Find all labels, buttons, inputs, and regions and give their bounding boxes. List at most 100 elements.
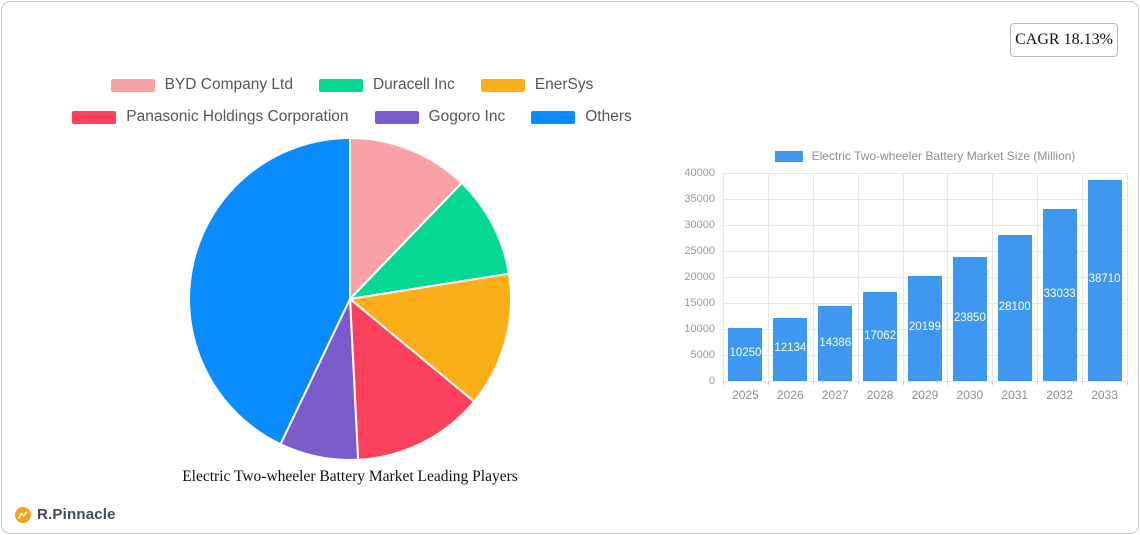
gridline-horizontal [723, 225, 1127, 226]
y-tick-label: 20000 [684, 271, 715, 283]
x-tick-mark [902, 381, 904, 385]
legend-label: Others [585, 108, 632, 125]
legend-label: Duracell Inc [372, 76, 455, 93]
y-tick-label: 15000 [684, 297, 715, 309]
y-tick-label: 0 [708, 375, 715, 387]
y-tick-label: 30000 [684, 219, 715, 231]
x-tick-mark [1082, 381, 1084, 385]
y-tick-label: 10000 [684, 323, 715, 335]
y-tick-label: 25000 [684, 245, 715, 257]
pie-legend-row: BYD Company Ltd Duracell Inc EnerSys [30, 76, 674, 94]
legend-swatch [72, 110, 117, 124]
bar-legend-swatch [774, 150, 803, 162]
bar-2027[interactable]: 14386 [818, 306, 853, 381]
x-tick-label: 2032 [1046, 388, 1073, 402]
gridline-vertical [1127, 173, 1128, 381]
x-tick-label: 2028 [866, 388, 894, 402]
bar-value-label: 12134 [774, 342, 807, 355]
pie-slice-duracell-inc[interactable] [349, 182, 510, 300]
x-tick-mark [947, 381, 949, 385]
bar-2031[interactable]: 28100 [997, 234, 1032, 381]
bar-2029[interactable]: 20199 [908, 275, 942, 381]
pinnacle-logo-icon [15, 506, 31, 523]
bar-value-label: 33033 [1043, 288, 1076, 301]
bar-value-label: 38710 [1088, 273, 1121, 286]
gridline-vertical [902, 173, 904, 381]
x-tick-label: 2033 [1091, 388, 1118, 402]
bar-chart-y-axis: 0 5000 10000 15000 20000 25000 30000 35000 40000 [655, 167, 715, 387]
legend-item-others[interactable]: Others [531, 108, 632, 126]
x-tick-label: 2030 [956, 388, 984, 402]
x-tick-mark [992, 381, 994, 385]
x-tick-label: 2027 [821, 388, 849, 402]
bar-2030[interactable]: 23850 [952, 256, 987, 381]
pie-title: Electric Two-wheeler Battery Market Lead… [182, 468, 518, 485]
gridline-vertical [1082, 173, 1084, 381]
legend-label: EnerSys [534, 76, 594, 93]
brand-logo: R.Pinnacle [15, 506, 116, 523]
x-tick-mark [1127, 381, 1128, 385]
pie-slice-panasonic-holdings-corporation[interactable] [349, 298, 476, 461]
bar-chart-plot-area: 10250 12134 14386 17062 20199 23850 28100 33033… [723, 173, 1128, 385]
bar-2032[interactable]: 33033 [1042, 209, 1077, 381]
logo-text: R.Pinnacle [37, 506, 116, 523]
gridline-vertical [992, 173, 994, 381]
bar-value-label: 14386 [819, 336, 852, 349]
legend-swatch [318, 78, 363, 92]
gridline-vertical [857, 173, 859, 381]
legend-swatch [480, 78, 525, 92]
legend-swatch [374, 110, 419, 124]
y-tick-label: 5000 [690, 349, 715, 361]
bar-2026[interactable]: 12134 [773, 317, 808, 381]
y-tick-label: 35000 [684, 193, 715, 205]
legend-item-gogoro-inc[interactable]: Gogoro Inc [374, 108, 506, 126]
cagr-badge: CAGR 18.13% [1010, 23, 1118, 57]
bar-value-label: 10250 [729, 347, 762, 360]
bar-legend-label: Electric Two-wheeler Battery Market Size… [811, 149, 1076, 163]
bar-2028[interactable]: 17062 [863, 292, 898, 381]
x-tick-label: 2029 [911, 388, 939, 402]
bar-value-label: 28100 [998, 300, 1031, 313]
legend-item-duracell-inc[interactable]: Duracell Inc [318, 76, 455, 94]
gridline-vertical [947, 173, 949, 381]
gridline-horizontal [723, 199, 1127, 200]
pie-chart [188, 137, 512, 461]
gridline-vertical [767, 173, 769, 381]
x-tick-mark [812, 381, 814, 385]
x-tick-mark [767, 381, 769, 385]
legend-swatch [110, 78, 155, 92]
bar-chart-x-axis: 2025 2026 2027 2028 2029 2030 2031 2032 2033 [723, 388, 1127, 404]
pie-legend: BYD Company Ltd Duracell Inc EnerSys Panaso… [30, 76, 674, 126]
legend-label: Panasonic Holdings Corporation [126, 108, 349, 125]
legend-swatch [531, 110, 576, 124]
bar-value-label: 23850 [953, 311, 986, 324]
gridline-vertical [812, 173, 814, 381]
bar-2033[interactable]: 38710 [1087, 179, 1122, 381]
x-tick-label: 2031 [1001, 388, 1029, 402]
x-tick-mark [857, 381, 859, 385]
pie-slice-enersys[interactable] [349, 272, 512, 403]
x-tick-label: 2026 [776, 388, 804, 402]
legend-label: BYD Company Ltd [164, 76, 293, 93]
pie-slice-others[interactable] [188, 137, 351, 446]
gridline-vertical [723, 173, 724, 381]
x-tick-label: 2025 [732, 388, 759, 402]
bar-chart-legend[interactable]: Electric Two-wheeler Battery Market Size… [723, 149, 1127, 163]
legend-label: Gogoro Inc [428, 108, 506, 125]
pie-legend-row: Panasonic Holdings Corporation Gogoro Inc… [30, 108, 674, 126]
x-tick-mark [1037, 381, 1039, 385]
y-tick-label: 40000 [684, 167, 715, 179]
gridline-horizontal [723, 381, 1127, 382]
legend-item-panasonic-holdings-corporation[interactable]: Panasonic Holdings Corporation [72, 108, 349, 126]
bar-value-label: 17062 [864, 329, 897, 342]
gridline-vertical [1037, 173, 1039, 381]
x-tick-mark [723, 381, 724, 385]
gridline-horizontal [723, 173, 1127, 174]
bar-2025[interactable]: 10250 [728, 327, 763, 381]
legend-item-byd-company-ltd[interactable]: BYD Company Ltd [110, 76, 293, 94]
pie-slice-byd-company-ltd[interactable] [349, 137, 463, 300]
legend-item-enersys[interactable]: EnerSys [480, 76, 594, 94]
gridline-horizontal [723, 251, 1127, 252]
